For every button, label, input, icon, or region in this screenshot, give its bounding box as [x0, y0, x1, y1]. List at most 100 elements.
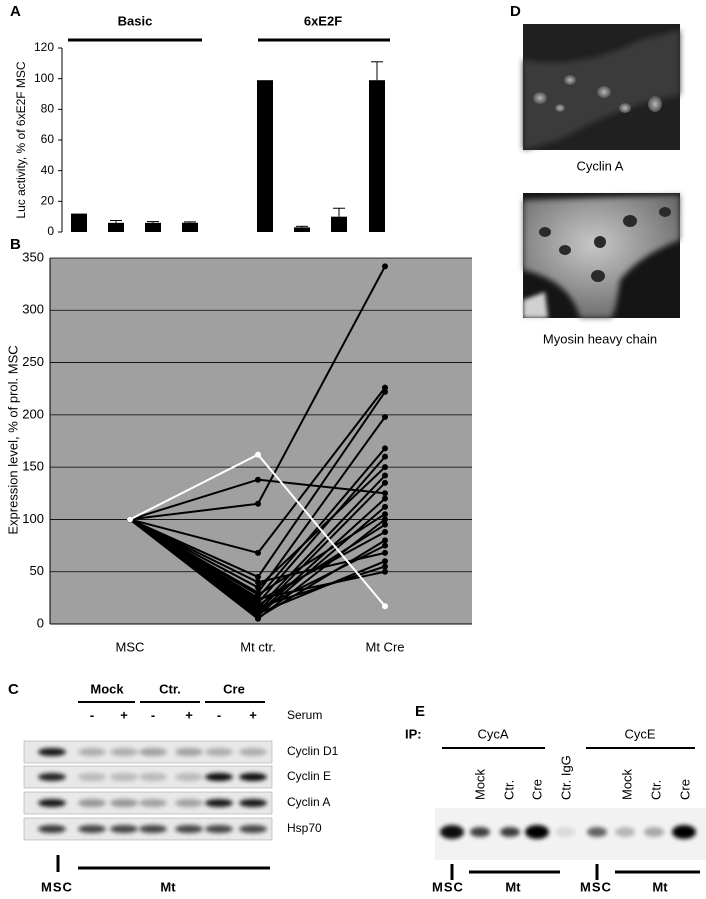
bar [108, 222, 124, 232]
group-label: Basic [118, 13, 153, 28]
point [382, 549, 388, 556]
blot-band [110, 748, 138, 756]
point [255, 614, 261, 621]
point [382, 445, 388, 452]
point [382, 413, 388, 420]
blot-band [239, 825, 267, 833]
point [255, 584, 261, 591]
point [382, 542, 388, 549]
y-tick-label: 80 [41, 102, 55, 116]
point [382, 603, 388, 610]
panel-label: B [10, 236, 21, 253]
error-bar [147, 221, 159, 223]
lane-label: Cre [677, 779, 692, 800]
point [255, 591, 261, 598]
row-label: Cyclin A [287, 795, 330, 809]
point [382, 503, 388, 510]
blot-band [205, 748, 233, 756]
group-label: CycE [624, 726, 655, 741]
blot-band [38, 748, 66, 756]
msc-label: MSC [580, 879, 612, 894]
blot-band [239, 773, 267, 781]
msc-label: MSC [41, 879, 73, 894]
blot-band [78, 773, 106, 781]
blot-band [38, 773, 66, 781]
panel-label: C [8, 681, 19, 698]
blot-band [672, 825, 696, 839]
msc-label: MSC [432, 879, 464, 894]
point [255, 595, 261, 602]
image-caption: Cyclin A [577, 158, 624, 173]
point [382, 384, 388, 391]
x-tick-label: MSC [116, 639, 145, 654]
serum-label: Serum [287, 708, 322, 722]
point [382, 516, 388, 523]
blot-band [500, 827, 520, 837]
blot-band [78, 825, 106, 833]
mt-label: Mt [505, 879, 521, 894]
blot-band [175, 825, 203, 833]
y-tick-label: 250 [22, 354, 44, 369]
blot-band [110, 799, 138, 807]
row-label: Hsp70 [287, 821, 322, 835]
y-tick-label: 40 [41, 163, 55, 177]
point [255, 500, 261, 507]
lane-label: Mock [619, 768, 634, 800]
panel-label: A [10, 3, 21, 20]
bar [71, 213, 87, 232]
blot-band [38, 799, 66, 807]
x-tick-label: Mt Cre [366, 639, 405, 654]
y-axis-label: Expression level, % of prol. MSC [5, 345, 20, 534]
x-tick-label: Mt ctr. [240, 639, 275, 654]
group-label: Cre [223, 681, 245, 696]
blot-band [644, 827, 664, 837]
y-tick-label: 200 [22, 406, 44, 421]
y-tick-label: 20 [41, 194, 55, 208]
blot-band [139, 773, 167, 781]
serum-sign: + [249, 707, 257, 722]
bar [294, 227, 310, 232]
lane-label: Ctr. [648, 780, 663, 800]
ip-label: IP: [405, 726, 422, 741]
image-caption: Myosin heavy chain [543, 331, 657, 346]
point [127, 516, 133, 523]
error-bar [296, 225, 308, 228]
bar [257, 80, 273, 232]
blot-band [139, 825, 167, 833]
point [382, 472, 388, 479]
y-tick-label: 120 [34, 40, 54, 54]
error-bar [110, 220, 122, 223]
group-label: Mock [90, 681, 124, 696]
lane-label: Cre [529, 779, 544, 800]
error-bar [371, 61, 383, 81]
panel-label: D [510, 3, 521, 20]
serum-sign: + [185, 707, 193, 722]
blot-band [525, 825, 549, 839]
y-tick-label: 0 [37, 615, 44, 630]
blot-band [205, 773, 233, 781]
error-bar [184, 221, 196, 223]
mt-label: Mt [160, 879, 176, 894]
point [255, 476, 261, 483]
y-tick-label: 100 [34, 71, 54, 85]
blot-band [239, 799, 267, 807]
lane-label: Mock [472, 768, 487, 800]
point [382, 521, 388, 528]
point [382, 537, 388, 544]
point [382, 568, 388, 575]
blot-band [78, 748, 106, 756]
blot-band [175, 773, 203, 781]
point [255, 573, 261, 580]
row-label: Cyclin D1 [287, 744, 339, 758]
blot-band [239, 748, 267, 756]
panel-label: E [415, 703, 425, 720]
error-bar [333, 207, 345, 217]
point [382, 479, 388, 486]
blot-band [139, 748, 167, 756]
y-tick-label: 300 [22, 302, 44, 317]
blot-band [175, 748, 203, 756]
bar [182, 222, 198, 232]
point [382, 563, 388, 570]
blot-band [440, 825, 464, 839]
